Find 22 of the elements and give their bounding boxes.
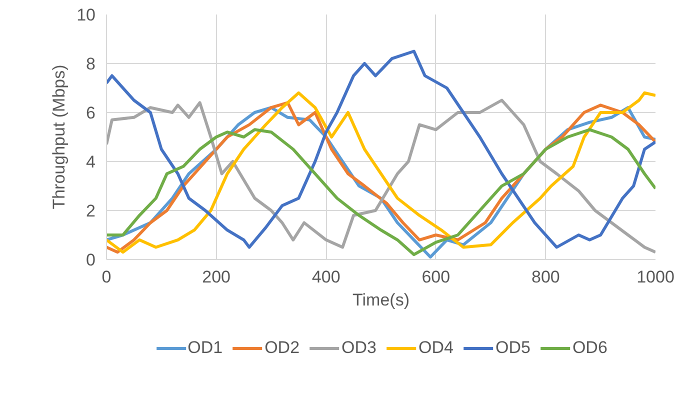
- y-tick-label: 10: [76, 6, 96, 24]
- y-axis-title: Throughput (Mbps): [50, 64, 69, 210]
- legend-label: OD3: [342, 338, 376, 358]
- line-series: [106, 128, 656, 256]
- y-tick-label: 8: [86, 54, 96, 74]
- y-tick-label: 6: [86, 104, 96, 122]
- x-tick-label: 1000: [636, 268, 674, 286]
- x-axis-title: Time(s): [352, 290, 410, 310]
- legend-label: OD2: [264, 338, 300, 358]
- x-tick-label: 0: [102, 268, 112, 286]
- y-tick-label: 0: [86, 250, 96, 270]
- x-tick-label: 800: [532, 268, 560, 286]
- line-series: [106, 50, 656, 249]
- legend-label: OD6: [572, 338, 608, 358]
- y-tick-label: 2: [86, 202, 96, 220]
- legend-label: OD5: [495, 338, 530, 358]
- y-tick-label: 4: [86, 152, 96, 172]
- legend-label: OD4: [418, 338, 454, 358]
- x-tick-label: 400: [312, 268, 340, 286]
- x-tick-label: 600: [422, 268, 450, 286]
- x-tick-label: 200: [202, 268, 230, 286]
- legend-label: OD1: [188, 338, 223, 358]
